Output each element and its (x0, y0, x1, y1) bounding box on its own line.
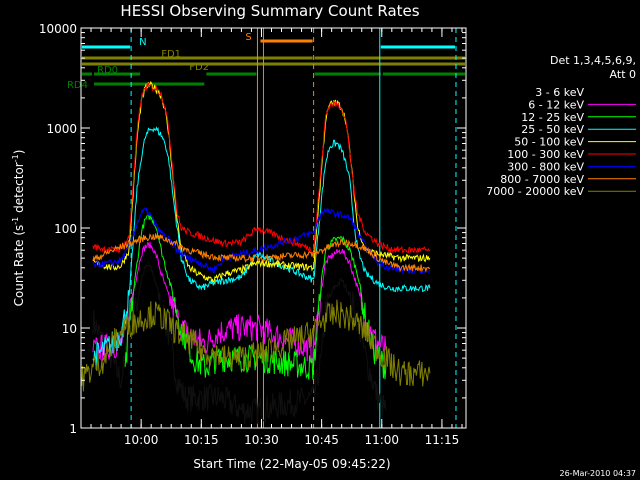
chart-title: HESSI Observing Summary Count Rates (120, 2, 419, 20)
legend-label: 300 - 800 keV (507, 160, 584, 173)
y-axis-label: Count Rate (s-1 detector-1) (11, 150, 26, 307)
legend-title: Det 1,3,4,5,6,9, (550, 54, 636, 67)
legend-label: 3 - 6 keV (535, 86, 584, 99)
y-tick-label: 10000 (39, 22, 77, 36)
series-line-4 (92, 80, 431, 284)
x-tick-label: 10:30 (244, 433, 279, 447)
y-tick-label: 1 (69, 422, 77, 436)
legend-label: 7000 - 20000 keV (486, 185, 584, 198)
series-line-5 (92, 81, 431, 255)
timestamp: 26-Mar-2010 04:37 (560, 469, 637, 478)
flag-bars: N S FD1 FD2 RD0 RD4 (67, 32, 465, 91)
legend-label: 50 - 100 keV (514, 136, 584, 149)
legend-label: 100 - 300 keV (507, 148, 584, 161)
legend-label: 800 - 7000 keV (500, 173, 584, 186)
series-line-1 (92, 241, 387, 363)
legend-label: 6 - 12 keV (528, 98, 584, 111)
legend-label: 12 - 25 keV (521, 111, 584, 124)
x-tick-label: 10:00 (124, 433, 159, 447)
x-tick-label: 11:15 (425, 433, 460, 447)
x-axis: 10:00 10:15 10:30 10:45 11:00 11:15 (90, 28, 463, 447)
x-tick-label: 10:15 (184, 433, 219, 447)
series-line-7 (92, 233, 431, 274)
x-tick-label: 11:00 (364, 433, 399, 447)
flag-bar-label: FD2 (189, 62, 209, 73)
flag-bar-label: RD4 (67, 80, 88, 91)
y-tick-label: 10 (62, 322, 77, 336)
flag-bar-label: N (139, 37, 146, 48)
y-tick-label: 1000 (46, 122, 77, 136)
y-axis: 1 10 100 1000 10000 (39, 22, 466, 436)
legend-subtitle: Att 0 (610, 68, 636, 81)
legend-label: 25 - 50 keV (521, 123, 584, 136)
series-lines (80, 80, 431, 424)
flag-bar-label: FD1 (161, 49, 181, 60)
flag-bar-label: S (245, 32, 251, 43)
flag-bar-label: RD0 (97, 65, 118, 76)
series-line-0 (92, 263, 387, 424)
x-axis-label: Start Time (22-May-05 09:45:22) (193, 457, 390, 471)
x-tick-label: 10:45 (304, 433, 339, 447)
series-line-3 (92, 126, 431, 370)
series-line-8 (80, 299, 431, 392)
y-tick-label: 100 (54, 222, 77, 236)
series-line-6 (92, 206, 431, 274)
